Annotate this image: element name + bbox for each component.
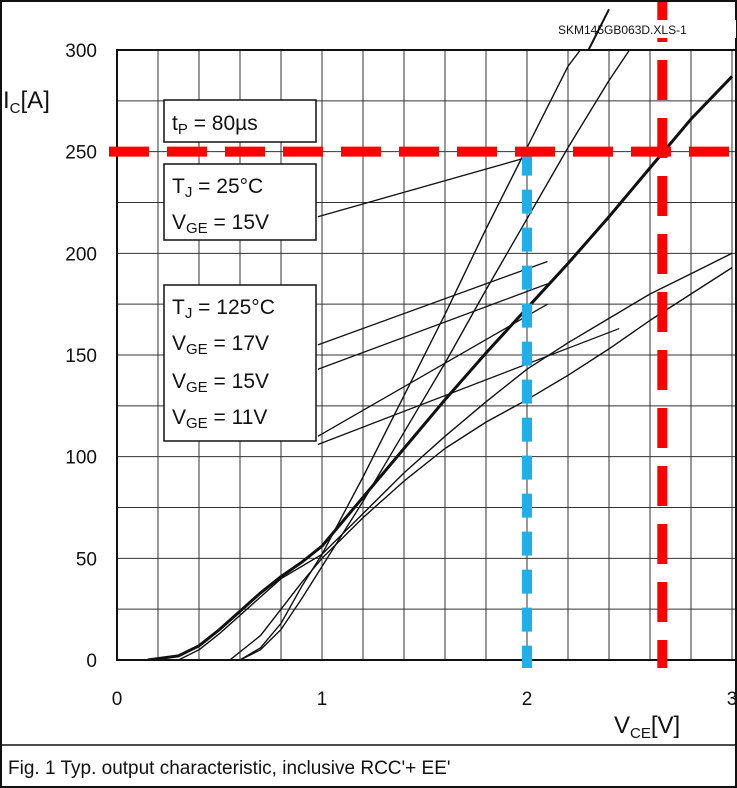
legend-rest: = 15V [208,211,269,234]
plot-frame [116,49,737,661]
legend-main: V [172,370,186,393]
legend-main: V [172,211,186,234]
legend-sub: GE [186,415,208,432]
legend-tp-main: t [172,112,178,135]
y-axis-title-main: I [3,87,10,114]
leader-line [317,283,548,370]
y-tick-labels: 0 50 100 150 200 250 300 [65,41,97,672]
x-tick-label: 1 [317,689,328,710]
legend-tp: tP = 80µs [172,112,258,138]
legend-sub: J [185,305,193,322]
legend-125-tj: TJ = 125°C [172,296,275,322]
legend-rest: = 25°C [192,175,263,198]
curves [147,49,734,660]
legend-rest: = 125°C [192,296,275,319]
legend-rest: = 15V [208,370,269,393]
legend-box-tp [163,99,317,143]
legend-125-vge15: VGE = 15V [172,370,269,396]
curve-line [229,267,733,660]
legend-main: V [172,406,186,429]
legend-sub: GE [186,379,208,396]
x-tick-label: 2 [522,689,533,710]
curve-line [239,49,581,660]
leader-lines [317,151,620,446]
legend-125-vge11: VGE = 11V [172,406,267,432]
legend-main: T [172,175,185,198]
dashed-markers [109,2,736,668]
black-pointer-line [587,8,610,51]
y-tick-label: 100 [65,448,97,469]
y-tick-label: 150 [65,346,97,367]
legend-rest: = 11V [208,406,268,429]
y-axis-title-unit: [A] [21,87,50,114]
curve-line [239,49,631,660]
legend-25-vge: VGE = 15V [172,211,269,237]
x-tick-label: 0 [112,689,123,710]
leader-line [317,260,548,346]
y-tick-label: 300 [65,41,97,62]
legend-25-tj: TJ = 25°C [172,175,263,201]
curve-line [147,75,734,660]
legend-main: T [172,296,185,319]
legend-tp-sub: P [178,121,188,138]
legend-box-25 [163,163,317,241]
legend-tp-rest: = 80µs [188,112,258,135]
x-tick-labels: 0 1 2 3 [112,689,737,710]
leader-line [317,327,620,446]
x-axis-title: VCE[V] [614,712,680,742]
file-id: SKM145GB063D.XLS-1 [558,23,687,37]
y-tick-label: 0 [86,651,97,672]
x-tick-label: 3 [727,689,737,710]
x-axis-title-sub: CE [630,725,651,742]
legend-sub: GE [186,341,208,358]
curve-line [178,252,733,660]
legend-rest: = 17V [208,332,269,355]
legend-box-125 [163,284,317,442]
legend-sub: GE [186,220,208,237]
leader-line [317,151,548,218]
y-tick-label: 200 [65,244,97,265]
y-axis-title: IC[A] [3,87,50,117]
legend-125-vge17: VGE = 17V [172,332,269,358]
x-axis-title-unit: [V] [651,712,680,739]
y-tick-label: 50 [76,549,97,570]
figure-caption: Fig. 1 Typ. output characteristic, inclu… [8,758,451,779]
legend-sub: J [185,184,193,201]
y-axis-title-sub: C [10,100,21,117]
legend-main: V [172,332,186,355]
x-axis-title-main: V [614,712,630,739]
y-tick-label: 250 [65,143,97,164]
